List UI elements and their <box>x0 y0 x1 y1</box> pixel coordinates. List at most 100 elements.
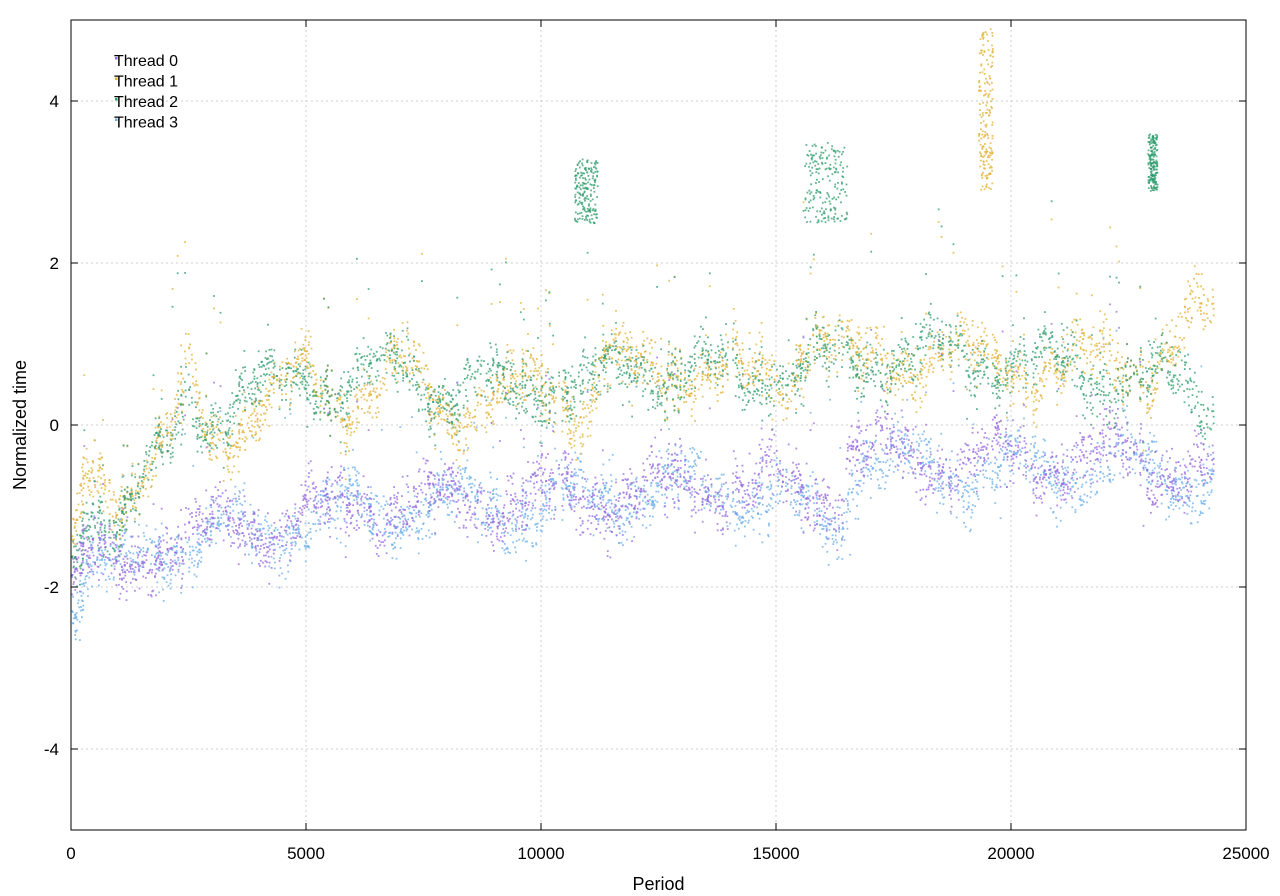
point <box>460 484 463 487</box>
point <box>553 431 556 433</box>
point <box>1149 451 1152 453</box>
point <box>1018 390 1020 393</box>
point <box>295 366 298 369</box>
point <box>577 474 579 477</box>
point <box>889 387 891 389</box>
point <box>250 544 253 547</box>
point <box>1008 369 1011 372</box>
point <box>1206 298 1209 300</box>
point <box>643 507 646 510</box>
point <box>826 518 829 520</box>
point <box>543 404 546 407</box>
point <box>182 558 185 561</box>
point <box>976 480 979 483</box>
point <box>286 541 288 543</box>
point <box>278 574 281 577</box>
point <box>611 511 613 513</box>
point <box>1151 372 1154 374</box>
point <box>1103 313 1106 316</box>
point <box>715 382 717 384</box>
point <box>388 535 391 538</box>
point <box>200 411 203 414</box>
point <box>1062 341 1065 344</box>
point <box>73 527 76 529</box>
point <box>428 536 431 539</box>
point <box>656 376 659 378</box>
point <box>914 391 916 394</box>
point <box>288 552 291 554</box>
point <box>1042 471 1045 473</box>
point <box>1101 442 1104 445</box>
point <box>1108 473 1111 475</box>
point <box>911 394 913 396</box>
point <box>1117 438 1120 440</box>
point <box>562 409 565 412</box>
point <box>747 521 750 524</box>
point <box>214 499 217 502</box>
point <box>862 482 865 485</box>
point <box>726 525 729 528</box>
point <box>993 356 995 359</box>
point <box>99 564 102 566</box>
point <box>666 399 668 401</box>
point <box>289 532 291 535</box>
point <box>765 373 768 376</box>
point <box>723 502 726 505</box>
point <box>1006 452 1009 454</box>
point <box>159 552 162 555</box>
point <box>751 357 754 360</box>
point <box>169 413 172 416</box>
point <box>877 461 880 463</box>
point <box>297 349 300 352</box>
point <box>284 549 287 551</box>
point <box>758 503 760 506</box>
point <box>348 498 350 500</box>
point <box>1025 373 1028 376</box>
point <box>650 482 653 485</box>
point <box>998 384 1001 387</box>
point <box>718 378 721 380</box>
point <box>931 356 934 359</box>
point <box>822 336 825 339</box>
point <box>507 512 510 514</box>
point <box>274 548 276 551</box>
point <box>284 417 286 419</box>
point <box>284 375 287 377</box>
point <box>403 514 405 517</box>
point <box>908 460 910 463</box>
point <box>92 495 95 498</box>
point <box>142 484 145 487</box>
point <box>1153 434 1156 437</box>
point <box>447 506 449 509</box>
point <box>638 495 641 498</box>
point <box>707 351 709 353</box>
point <box>732 498 735 500</box>
point <box>629 483 632 486</box>
point <box>287 526 290 529</box>
point <box>1211 288 1214 291</box>
point <box>973 359 976 362</box>
point <box>175 561 178 564</box>
point <box>770 485 773 488</box>
point <box>532 347 535 349</box>
point <box>722 473 725 476</box>
point <box>322 480 325 483</box>
point <box>1039 465 1042 468</box>
point <box>1195 273 1198 275</box>
point <box>1205 304 1208 307</box>
point <box>1210 321 1213 324</box>
point <box>1159 465 1161 467</box>
point <box>635 355 637 358</box>
point <box>1099 330 1102 333</box>
point <box>152 388 155 390</box>
point <box>75 509 77 512</box>
point <box>358 514 360 516</box>
point <box>466 426 468 428</box>
point <box>532 513 534 516</box>
point <box>777 502 779 505</box>
point <box>988 438 990 440</box>
point <box>702 373 704 375</box>
point <box>348 417 350 419</box>
point <box>1181 482 1184 485</box>
point <box>525 394 528 397</box>
